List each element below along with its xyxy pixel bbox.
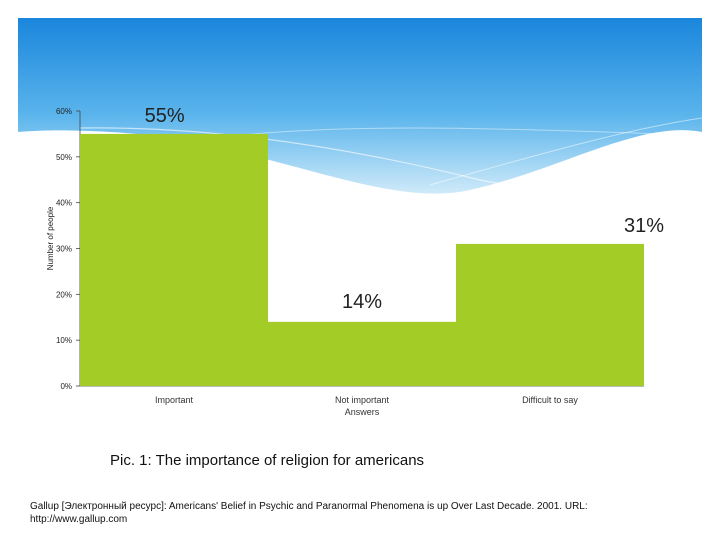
source-citation: Gallup [Электронный ресурс]: Americans' … bbox=[30, 501, 588, 525]
data-label: 55% bbox=[145, 105, 185, 127]
data-label: 31% bbox=[624, 215, 664, 237]
y-tick-label: 30% bbox=[56, 245, 72, 254]
data-label: 14% bbox=[342, 291, 382, 313]
y-tick-label: 0% bbox=[60, 382, 72, 391]
x-category-label: Not important bbox=[335, 395, 390, 405]
x-category-label: Important bbox=[155, 395, 194, 405]
x-category-label: Difficult to say bbox=[522, 395, 578, 405]
swoosh-line bbox=[429, 117, 703, 186]
y-tick-label: 10% bbox=[56, 336, 72, 345]
swoosh-line bbox=[79, 127, 703, 187]
y-tick-label: 40% bbox=[56, 199, 72, 208]
bar bbox=[80, 133, 268, 386]
data-labels: 55% 14% 31% bbox=[145, 105, 665, 313]
figure-caption: Pic. 1: The importance of religion for a… bbox=[110, 452, 425, 469]
y-axis-label: Number of people bbox=[46, 206, 55, 270]
y-tick-label: 50% bbox=[56, 153, 72, 162]
sky-header-shape bbox=[18, 18, 702, 194]
bar bbox=[268, 321, 456, 386]
y-tick-label: 60% bbox=[56, 107, 72, 116]
bars bbox=[80, 133, 644, 386]
bar bbox=[456, 243, 644, 386]
x-axis-label: Answers bbox=[345, 407, 380, 417]
y-tick-label: 20% bbox=[56, 290, 72, 299]
x-axis-categories: Important Not important Difficult to say bbox=[155, 395, 578, 405]
